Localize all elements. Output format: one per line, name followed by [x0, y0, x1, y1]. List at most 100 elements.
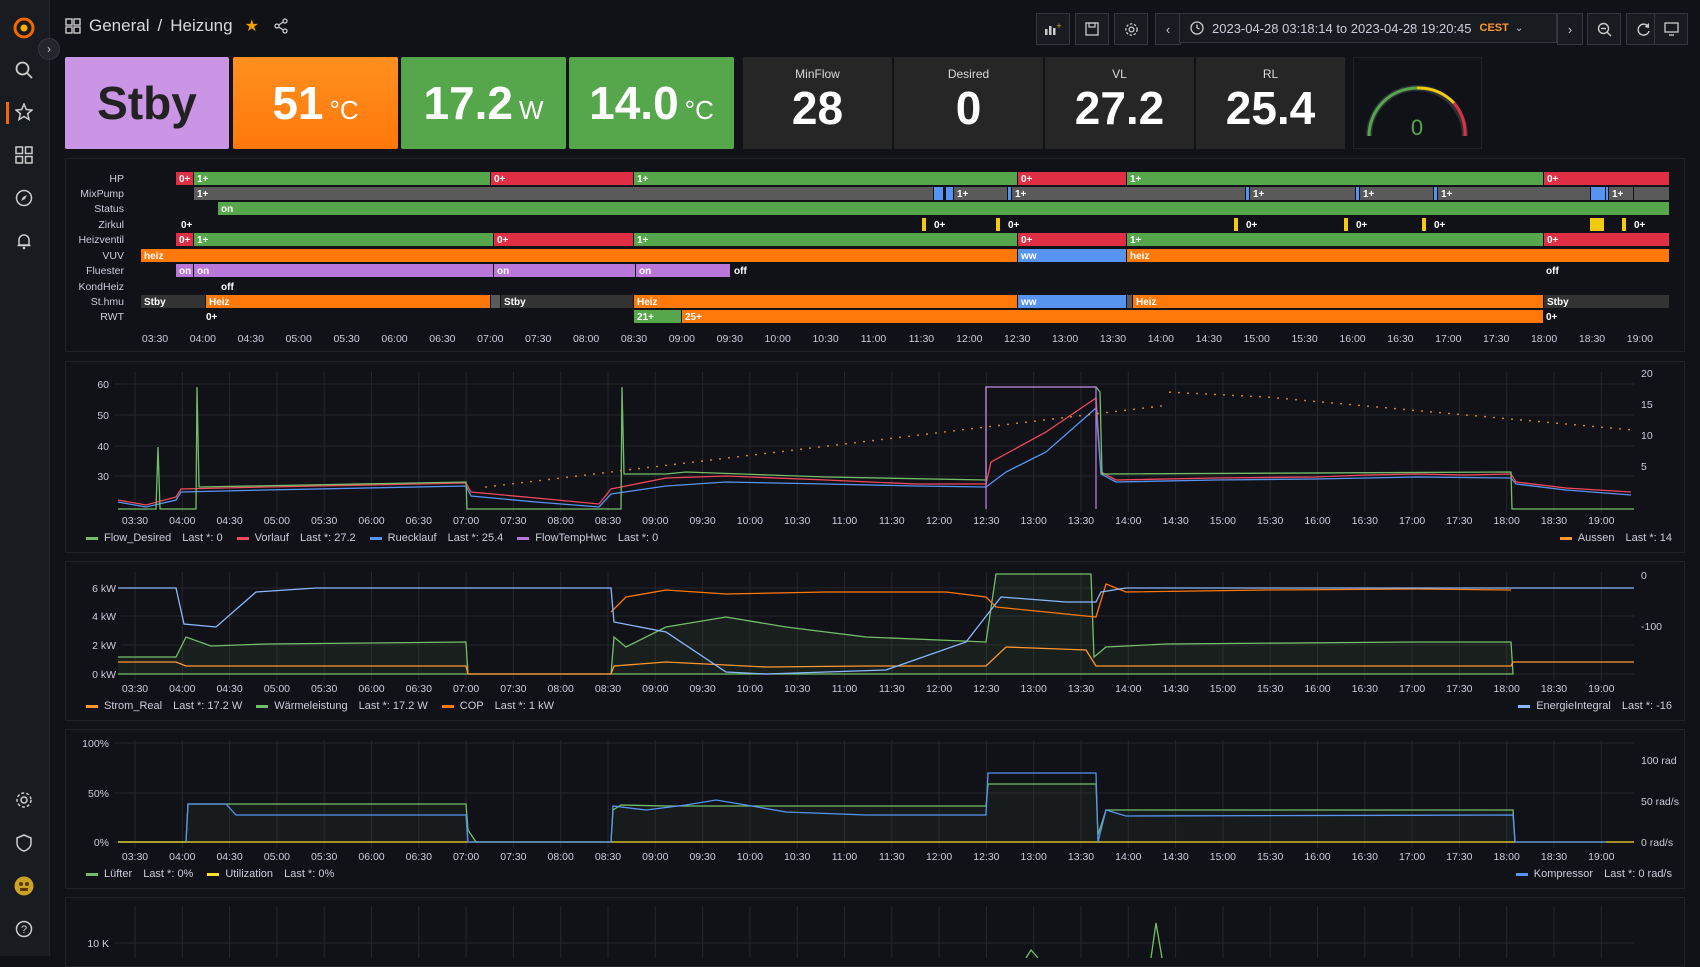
search-icon[interactable]	[12, 58, 36, 82]
legend-item[interactable]: Ruecklauf Last *: 25.4	[369, 532, 503, 544]
y-axis-label: 6 kW	[92, 583, 116, 595]
legend-item[interactable]: EnergieIntegral Last *: -16	[1518, 700, 1672, 712]
chart2-legend-right: EnergieIntegral Last *: -16	[1518, 700, 1672, 712]
legend-series-name: Wärmeleistung	[274, 700, 348, 712]
legend-item[interactable]: Kompressor Last *: 0 rad/s	[1515, 868, 1672, 880]
add-panel-button[interactable]: +	[1036, 13, 1070, 45]
pressure-timeseries-chart[interactable]: 10 K	[66, 898, 1684, 959]
legend-item[interactable]: Utilization Last *: 0%	[207, 868, 334, 880]
gauge-threshold-arc	[1367, 86, 1418, 137]
time-tick-label: 10:30	[784, 851, 810, 863]
compressor-graph-panel[interactable]: 100% 50% 0% 100 rad 50 rad/s 0 rad/s 03:30 04:0…	[65, 729, 1685, 889]
timeline-state-label: 1+	[1015, 189, 1027, 200]
configuration-gear-icon[interactable]	[12, 788, 36, 812]
legend-item[interactable]: Vorlauf Last *: 27.2	[236, 532, 356, 544]
stat-panel-temperature-2[interactable]: 14.0 °C	[569, 57, 734, 149]
temperature-timeseries-chart[interactable]: 60 50 40 30 20 15 10 5 03:30 04:00 04:30 05:00 05:30…	[66, 362, 1684, 527]
aussen-point	[1214, 393, 1216, 396]
aussen-point	[998, 424, 1000, 427]
time-tick-label: 03:30	[122, 683, 148, 695]
aussen-point	[647, 466, 649, 469]
save-dashboard-button[interactable]	[1075, 13, 1109, 45]
state-timeline-panel[interactable]: HP MixPump Status Zirkul Heizventil VUV Fluest…	[65, 158, 1685, 352]
starred-icon[interactable]	[12, 100, 36, 124]
tv-mode-button[interactable]	[1654, 13, 1688, 45]
aussen-point	[755, 453, 757, 456]
breadcrumb-dashboard[interactable]: Heizung	[170, 16, 233, 35]
time-shift-forward-button[interactable]: ›	[1557, 13, 1583, 45]
expand-sidebar-chevron-icon[interactable]: ›	[38, 38, 60, 60]
favorite-star-icon[interactable]: ★	[244, 18, 259, 35]
y-axis-right-label: -100	[1641, 621, 1662, 633]
stat-panel-vl[interactable]: VL 27.2	[1045, 57, 1194, 149]
aussen-point	[1052, 418, 1054, 420]
time-tick-label: 14:30	[1162, 851, 1188, 863]
legend-item[interactable]: Flow_Desired Last *: 0	[86, 532, 223, 544]
time-picker-button[interactable]: 2023-04-28 03:18:14 to 2023-04-28 19:20:…	[1179, 13, 1557, 43]
time-tick-label: 07:00	[477, 333, 503, 345]
breadcrumb-folder[interactable]: General	[89, 16, 150, 35]
alerting-bell-icon[interactable]	[12, 229, 36, 253]
y-axis-right-label: 10	[1641, 430, 1653, 442]
time-tick-label: 13:00	[1021, 683, 1047, 695]
aussen-point	[800, 448, 802, 451]
aussen-point	[1493, 416, 1495, 419]
timeline-segment	[194, 172, 490, 185]
timeline-segment	[1018, 172, 1126, 185]
y-axis-right-label: 0 rad/s	[1641, 837, 1673, 849]
aussen-point	[1160, 405, 1162, 407]
stat-unit: W	[518, 94, 544, 125]
timeline-segment	[491, 172, 633, 185]
server-admin-shield-icon[interactable]	[12, 831, 36, 855]
zoom-out-button[interactable]	[1587, 13, 1621, 45]
legend-item[interactable]: Lüfter Last *: 0%	[86, 868, 193, 880]
time-tick-label: 18:30	[1579, 333, 1605, 345]
explore-icon[interactable]	[12, 186, 36, 210]
aussen-point	[674, 463, 676, 466]
time-tick-label: 07:30	[500, 851, 526, 863]
aussen-point	[1124, 409, 1126, 412]
legend-item[interactable]: Aussen Last *: 14	[1559, 532, 1672, 544]
time-shift-back-button[interactable]: ‹	[1155, 13, 1181, 45]
legend-item[interactable]: FlowTempHwc Last *: 0	[517, 532, 658, 544]
timeline-segment	[1356, 187, 1359, 200]
aussen-point	[485, 486, 487, 488]
compressor-timeseries-chart[interactable]: 100% 50% 0% 100 rad 50 rad/s 0 rad/s 03:30 04:0…	[66, 730, 1684, 864]
stat-panel-temperature-1[interactable]: 51 °C	[233, 57, 398, 149]
aussen-point	[1475, 415, 1477, 417]
share-icon[interactable]	[273, 18, 289, 34]
aussen-point	[1448, 412, 1450, 415]
stat-panel-minflow[interactable]: MinFlow 28	[743, 57, 892, 149]
timeline-segment	[1609, 187, 1633, 200]
aussen-point	[1178, 391, 1180, 394]
legend-series-name: Strom_Real	[104, 700, 163, 712]
timeline-segment	[218, 202, 1669, 215]
time-tick-label: 10:30	[784, 515, 810, 527]
aussen-point	[737, 455, 739, 458]
aussen-point	[1538, 420, 1540, 423]
user-avatar[interactable]	[12, 874, 36, 898]
stat-panel-desired[interactable]: Desired 0	[894, 57, 1043, 149]
power-timeseries-chart[interactable]: 6 kW 4 kW 2 kW 0 kW 0 -100 03:30 04:00 04:30 05:0…	[66, 562, 1684, 696]
stat-panel-rl[interactable]: RL 25.4	[1196, 57, 1345, 149]
time-tick-label: 07:30	[500, 683, 526, 695]
legend-item[interactable]: Wärmeleistung Last *: 17.2 W	[256, 700, 428, 712]
time-tick-label: 08:30	[621, 333, 647, 345]
grafana-logo-icon[interactable]	[12, 16, 36, 40]
state-timeline-chart[interactable]: HP MixPump Status Zirkul Heizventil VUV Fluest…	[66, 159, 1684, 351]
temperature-graph-panel[interactable]: 60 50 40 30 20 15 10 5 03:30 04:00 04:30 05:00 05:30…	[65, 361, 1685, 553]
dashboard-settings-button[interactable]	[1114, 13, 1148, 45]
dashboards-icon[interactable]	[12, 143, 36, 167]
legend-item[interactable]: Strom_Real Last *: 17.2 W	[86, 700, 242, 712]
legend-swatch	[86, 872, 98, 876]
stat-panel-power[interactable]: 17.2 W	[401, 57, 566, 149]
timeline-segment	[494, 264, 635, 277]
timeline-state-label: on	[497, 266, 509, 277]
help-icon[interactable]: ?	[12, 917, 36, 941]
gauge-panel[interactable]: 0	[1353, 57, 1482, 149]
aussen-point	[989, 425, 991, 428]
stat-panel-hmu-status[interactable]: Stby	[65, 57, 229, 149]
pressure-graph-panel[interactable]: 10 K	[65, 897, 1685, 967]
power-graph-panel[interactable]: 6 kW 4 kW 2 kW 0 kW 0 -100 03:30 04:00 04:30 05:0…	[65, 561, 1685, 721]
legend-item[interactable]: COP Last *: 1 kW	[441, 700, 554, 712]
